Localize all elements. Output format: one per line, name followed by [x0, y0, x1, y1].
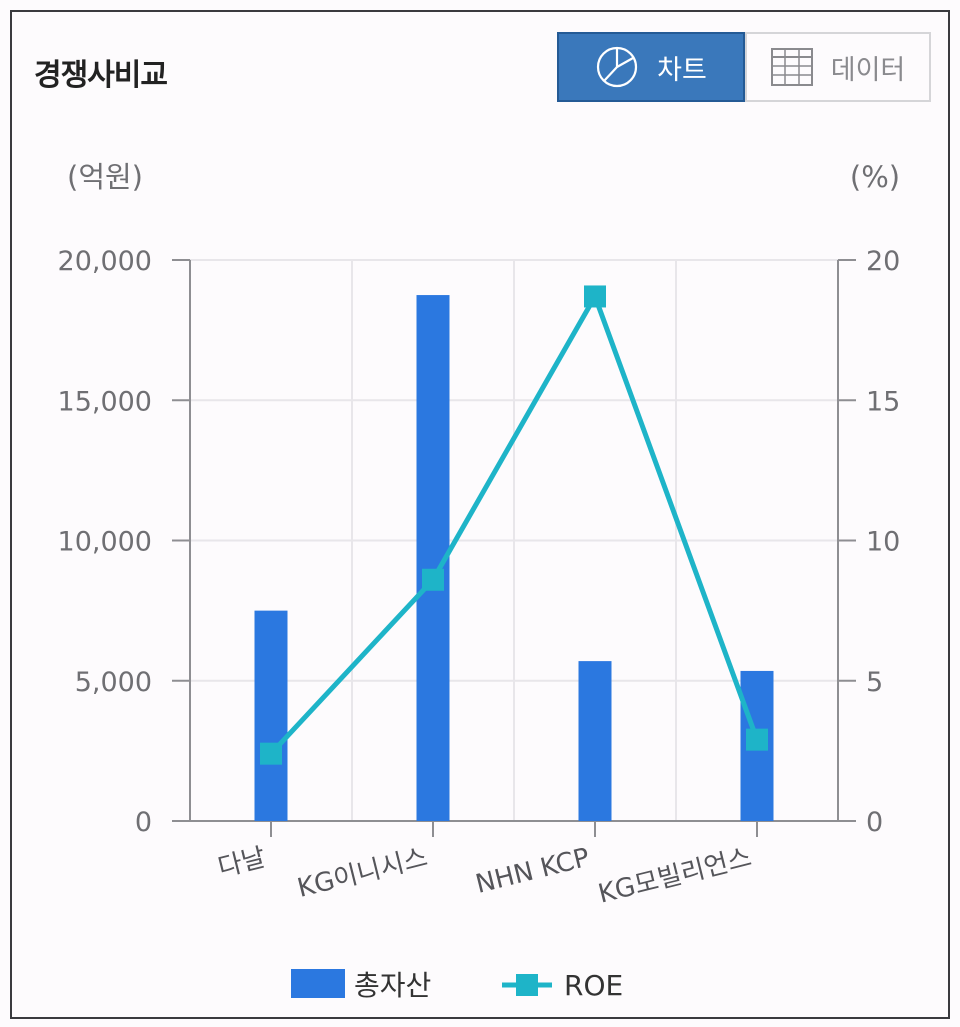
x-tick-label: 다날 [215, 843, 269, 884]
bar-total-assets [578, 661, 612, 821]
bar-total-assets [254, 610, 288, 821]
right-axis-unit-label: (%) [850, 160, 900, 194]
legend-label-roe: ROE [564, 969, 623, 1002]
chart-view-label: 차트 [657, 54, 707, 86]
right-y-tick-label: 0 [866, 807, 883, 838]
left-y-tick-label: 5,000 [75, 667, 152, 698]
left-y-tick-label: 15,000 [58, 386, 152, 417]
legend-label-total-assets: 총자산 [354, 969, 431, 1002]
left-y-tick-label: 0 [135, 807, 152, 838]
roe-point [584, 285, 606, 308]
right-y-tick-label: 15 [866, 386, 900, 417]
competitor-comparison-panel: 경쟁사비교 차트 데이터 [10, 10, 950, 1019]
left-y-tick-label: 20,000 [58, 246, 152, 277]
legend-swatch-bar [291, 969, 345, 998]
right-y-tick-label: 5 [866, 667, 883, 698]
roe-point [746, 728, 768, 751]
left-y-tick-label: 10,000 [58, 527, 152, 558]
chart-legend: 총자산 ROE [291, 969, 623, 1002]
right-y-tick-label: 20 [866, 246, 900, 277]
x-tick-label: NHN KCP [473, 843, 593, 900]
data-view-button[interactable]: 데이터 [745, 32, 931, 102]
table-grid-icon [770, 48, 813, 86]
roe-point [260, 742, 282, 765]
panel-title: 경쟁사비교 [34, 58, 168, 93]
roe-line [269, 293, 760, 756]
data-view-label: 데이터 [830, 54, 906, 86]
roe-point [422, 568, 444, 591]
legend-swatch-marker [516, 974, 538, 996]
chart-view-button[interactable]: 차트 [557, 32, 745, 102]
right-y-tick-label: 10 [866, 527, 900, 558]
x-tick-label: KG모빌리언스 [595, 843, 754, 910]
x-tick-label: KG이니시스 [294, 843, 430, 904]
left-axis-unit-label: (억원) [67, 160, 143, 194]
pie-chart-icon [595, 45, 639, 89]
